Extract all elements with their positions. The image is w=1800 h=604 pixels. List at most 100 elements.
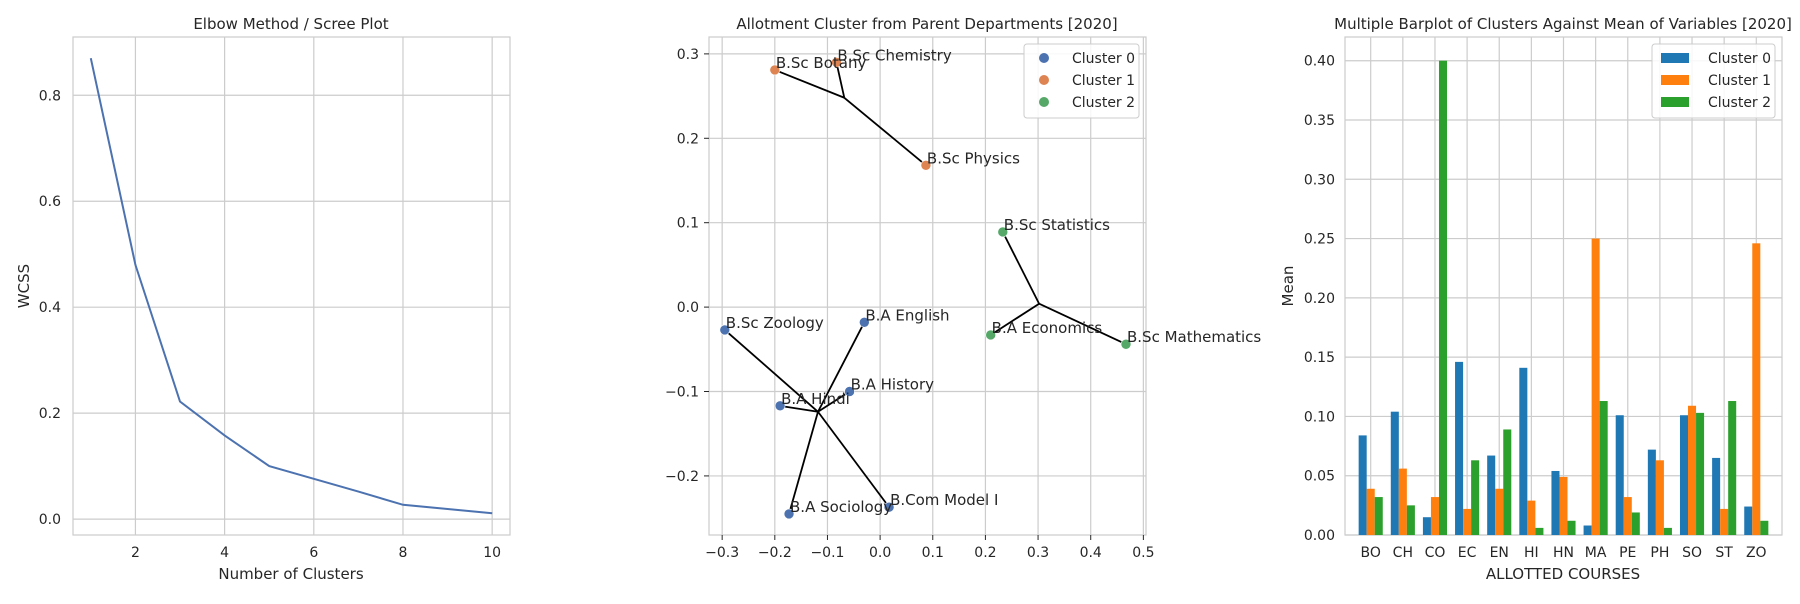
scatter-connector-lines (724, 62, 1127, 515)
elbow-gridlines (73, 37, 510, 535)
point-b-a-english (859, 316, 870, 328)
barplot-x-tick-label-ch: CH (1393, 545, 1413, 561)
barplot-x-tick-label-hn: HN (1553, 545, 1574, 561)
elbow-x-tick-label: 2 (131, 545, 140, 561)
scatter-x-tick-label: −0.3 (705, 545, 739, 561)
connector-line-b-sc-statistics (1001, 231, 1040, 305)
legend-label-bar-cluster-2: Cluster 2 (1708, 95, 1771, 111)
barplot-x-label: ALLOTTED COURSES (1486, 565, 1640, 583)
bar-pe-cluster-1 (1623, 497, 1632, 535)
legend-marker-cluster-1 (1039, 75, 1049, 85)
elbow-x-tick-label: 10 (483, 545, 501, 561)
bar-st-cluster-1 (1720, 508, 1729, 535)
scatter-y-tick-label: −0.1 (665, 385, 699, 401)
connector-line-b-a-english (817, 321, 866, 413)
barplot-x-tick-label-st: ST (1715, 545, 1733, 561)
scatter-y-tick-label: 0.3 (677, 47, 699, 63)
point-label-b-sc-mathematics: B.Sc Mathematics (1127, 328, 1261, 346)
bar-co-cluster-0 (1422, 517, 1431, 535)
barplot-y-tick-label: 0.15 (1304, 350, 1335, 366)
barplot-y-tick-label: 0.35 (1304, 113, 1335, 129)
legend-label-cluster-2: Cluster 2 (1072, 95, 1135, 111)
point-label-b-com-model-i: B.Com Model I (890, 491, 998, 509)
connector-line-b-sc-zoology (724, 329, 819, 413)
scatter-y-ticks: −0.2 −0.1 0.0 0.1 0.2 0.3 (665, 47, 709, 485)
barplot-bars (1358, 60, 1769, 536)
elbow-x-ticks: 2 4 6 8 10 (131, 545, 501, 561)
scatter-legend-box (1023, 43, 1140, 119)
elbow-y-tick-label: 0.2 (39, 406, 61, 422)
legend-marker-cluster-2 (1039, 97, 1049, 107)
bar-so-cluster-1 (1688, 405, 1697, 535)
barplot-x-tick-label-bo: BO (1361, 545, 1381, 561)
barplot-y-tick-label: 0.05 (1304, 469, 1335, 485)
barplot-legend: Cluster 0 Cluster 1 Cluster 2 (1651, 43, 1776, 119)
connector-line-b-a-sociology (788, 411, 819, 515)
scatter-x-tick-label: 0.4 (1080, 545, 1102, 561)
legend-marker-cluster-0 (1039, 53, 1049, 63)
bar-co-cluster-2 (1438, 60, 1448, 535)
legend-label-cluster-0: Cluster 0 (1072, 51, 1135, 67)
bar-en-cluster-0 (1487, 455, 1496, 535)
bar-en-cluster-1 (1495, 488, 1504, 535)
bar-hn-cluster-0 (1551, 470, 1560, 535)
elbow-y-label: WCSS (15, 264, 33, 308)
point-label-b-sc-chemistry: B.Sc Chemistry (837, 46, 951, 64)
scatter-x-tick-label: 0.5 (1132, 545, 1154, 561)
elbow-chart: 2 4 6 8 10 0.0 0.2 0.4 0.6 0.8 Elbow Method / Sc… (15, 15, 511, 583)
elbow-y-tick-label: 0.6 (39, 194, 61, 210)
elbow-title: Elbow Method / Scree Plot (193, 15, 388, 33)
point-b-sc-botany (769, 64, 781, 76)
point-b-a-hindi (774, 400, 786, 412)
scatter-y-tick-label: −0.2 (665, 469, 699, 485)
connector-line-b-sc-botany (774, 69, 845, 99)
bar-hi-cluster-1 (1527, 500, 1536, 535)
connector-line-b-sc-physics (843, 97, 927, 166)
point-b-sc-zoology (719, 324, 731, 336)
bar-co-cluster-1 (1430, 497, 1439, 535)
connector-line-b-a-history (817, 390, 851, 413)
point-b-sc-mathematics (1120, 338, 1132, 350)
legend-label-cluster-1: Cluster 1 (1072, 73, 1135, 89)
elbow-line (89, 57, 493, 515)
bar-pe-cluster-2 (1631, 512, 1640, 535)
barplot-x-tick-label-hi: HI (1524, 545, 1539, 561)
barplot-x-tick-label-so: SO (1682, 545, 1702, 561)
bar-bo-cluster-0 (1358, 435, 1367, 535)
cluster-barplot-chart: BO CH CO EC EN HI HN MA PE PH SO ST ZO 0.000.050.100… (1279, 15, 1792, 583)
scatter-x-tick-label: −0.1 (810, 545, 844, 561)
scatter-x-tick-label: 0.0 (869, 545, 891, 561)
bar-ch-cluster-2 (1406, 505, 1415, 535)
point-b-com-model-i (883, 501, 895, 513)
point-label-b-sc-physics: B.Sc Physics (927, 149, 1020, 167)
bar-pe-cluster-0 (1615, 415, 1624, 535)
barplot-y-tick-label: 0.25 (1304, 232, 1335, 248)
barplot-x-tick-label-en: EN (1490, 545, 1509, 561)
barplot-x-tick-label-ph: PH (1650, 545, 1669, 561)
legend-label-bar-cluster-0: Cluster 0 (1708, 51, 1771, 67)
barplot-y-ticks: 0.00 0.05 0.10 0.15 0.20 0.25 0.30 0.35 0.40 (1304, 54, 1335, 544)
bar-zo-cluster-0 (1744, 506, 1753, 535)
point-label-b-a-economics: B.A Economics (992, 319, 1103, 337)
bar-st-cluster-2 (1728, 401, 1737, 535)
barplot-y-tick-label: 0.40 (1304, 54, 1335, 70)
bar-hi-cluster-2 (1535, 527, 1544, 535)
bar-bo-cluster-2 (1374, 497, 1383, 535)
scatter-x-tick-label: −0.2 (758, 545, 792, 561)
bar-ec-cluster-2 (1471, 460, 1480, 535)
elbow-series (89, 57, 493, 515)
point-b-a-sociology (783, 508, 795, 520)
scatter-plot-area (708, 36, 1147, 536)
connector-line-b-sc-chemistry (835, 62, 846, 98)
scatter-title: Allotment Cluster from Parent Department… (736, 15, 1117, 33)
point-b-sc-chemistry (831, 57, 842, 68)
barplot-title: Multiple Barplot of Clusters Against Mea… (1334, 15, 1792, 33)
scatter-y-tick-label: 0.1 (677, 216, 699, 232)
scatter-y-tick-label: 0.0 (677, 300, 699, 316)
cluster-scatter-chart: −0.3 −0.2 −0.1 0.0 0.1 0.2 0.3 0.4 0.5 −0.2 −0.1 0… (665, 15, 1261, 561)
barplot-x-ticks: BO CH CO EC EN HI HN MA PE PH SO ST ZO (1361, 545, 1767, 561)
barplot-x-tick-label-ma: MA (1585, 545, 1607, 561)
